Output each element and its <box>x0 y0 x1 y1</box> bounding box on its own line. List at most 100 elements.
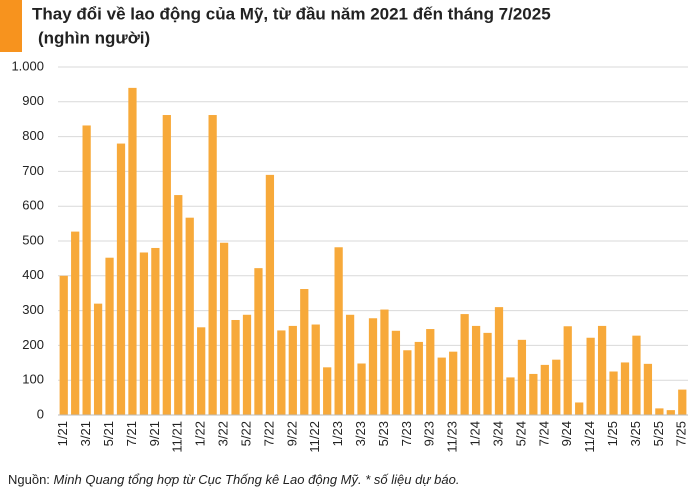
bar <box>323 367 332 415</box>
bar <box>506 377 515 415</box>
bar <box>151 247 160 415</box>
x-tick-label: 9/21 <box>147 421 162 446</box>
bar <box>185 217 194 415</box>
x-tick-label: 1/21 <box>55 421 70 446</box>
bar <box>208 115 217 416</box>
y-tick-label: 1.000 <box>11 58 44 73</box>
x-tick-label: 7/22 <box>261 421 276 446</box>
bar <box>391 330 401 415</box>
bar <box>254 268 263 415</box>
bar <box>139 252 149 415</box>
x-tick-label: 9/24 <box>559 421 574 446</box>
x-tick-label: 3/24 <box>490 421 505 446</box>
x-tick-label: 11/21 <box>170 421 185 453</box>
bar <box>540 364 549 415</box>
x-tick-label: 3/21 <box>78 421 93 446</box>
x-tick-label: 5/23 <box>376 421 391 446</box>
x-tick-label: 3/25 <box>628 421 643 446</box>
source-label: Nguồn: <box>8 472 50 487</box>
bar <box>620 362 630 415</box>
bar <box>449 351 458 415</box>
x-tick-label: 1/25 <box>605 421 620 446</box>
bar <box>345 314 355 415</box>
x-tick-label: 5/21 <box>101 421 116 446</box>
bar <box>437 357 446 415</box>
bar <box>380 309 389 415</box>
y-tick-label: 400 <box>22 267 44 282</box>
bar <box>93 303 103 415</box>
bar <box>82 125 91 416</box>
y-tick-label: 300 <box>22 302 44 317</box>
x-tick-label: 5/25 <box>651 421 666 446</box>
bar <box>632 335 641 415</box>
y-tick-label: 0 <box>37 406 44 421</box>
bar <box>311 324 320 415</box>
bar <box>71 231 80 415</box>
bar <box>219 242 229 415</box>
source: Nguồn: Minh Quang tổng hợp từ Cục Thống … <box>8 472 459 487</box>
x-tick-label: 9/22 <box>284 421 299 446</box>
bar <box>277 330 286 415</box>
x-tick-label: 1/23 <box>330 421 345 446</box>
x-tick-label: 11/23 <box>445 421 460 453</box>
chart-subtitle: (nghìn người) <box>38 28 150 47</box>
bar <box>597 325 607 415</box>
x-tick-label: 1/24 <box>468 421 483 446</box>
x-tick-label: 9/23 <box>422 421 437 446</box>
bar <box>368 318 378 415</box>
x-tick-label: 7/25 <box>674 421 689 446</box>
bar <box>334 247 343 415</box>
bar <box>483 332 492 415</box>
bar <box>116 143 126 415</box>
bar <box>162 115 171 416</box>
y-tick-label: 900 <box>22 93 44 108</box>
bar <box>174 195 183 415</box>
bar <box>471 325 481 415</box>
x-tick-label: 7/21 <box>124 421 139 446</box>
bar <box>300 289 309 415</box>
y-tick-label: 200 <box>22 337 44 352</box>
y-tick-label: 100 <box>22 372 44 387</box>
y-tick-label: 600 <box>22 198 44 213</box>
bar <box>666 410 675 415</box>
bar <box>678 389 687 415</box>
bar <box>552 359 561 415</box>
bar <box>128 87 137 415</box>
bar <box>586 337 595 415</box>
x-tick-label: 3/23 <box>353 421 368 446</box>
bar <box>231 319 240 415</box>
bar <box>643 363 653 415</box>
bar <box>414 341 423 415</box>
bar <box>242 314 252 415</box>
bar <box>265 174 275 415</box>
source-text: Minh Quang tổng hợp từ Cục Thống kê Lao … <box>54 472 460 487</box>
x-tick-label: 5/22 <box>238 421 253 446</box>
y-tick-label: 500 <box>22 232 44 247</box>
bar <box>105 257 114 415</box>
x-tick-label: 5/24 <box>513 421 528 446</box>
bar <box>517 339 527 415</box>
y-tick-label: 800 <box>22 128 44 143</box>
x-tick-label: 11/24 <box>582 421 597 453</box>
bar <box>563 326 572 415</box>
x-tick-label: 7/23 <box>399 421 414 446</box>
bar <box>575 402 584 415</box>
bar <box>357 363 366 415</box>
bar <box>609 371 618 415</box>
x-tick-label: 11/22 <box>307 421 322 453</box>
bar <box>655 408 664 415</box>
bar <box>403 350 412 415</box>
bar <box>59 275 68 415</box>
bar <box>288 325 297 415</box>
bar <box>460 314 469 415</box>
y-tick-label: 700 <box>22 163 44 178</box>
bar <box>529 373 538 415</box>
bar <box>494 307 504 415</box>
bar <box>426 329 435 415</box>
accent-block <box>0 0 22 52</box>
x-tick-label: 7/24 <box>536 421 551 446</box>
x-tick-label: 1/22 <box>193 421 208 446</box>
bar <box>197 327 206 415</box>
x-tick-label: 3/22 <box>216 421 231 446</box>
